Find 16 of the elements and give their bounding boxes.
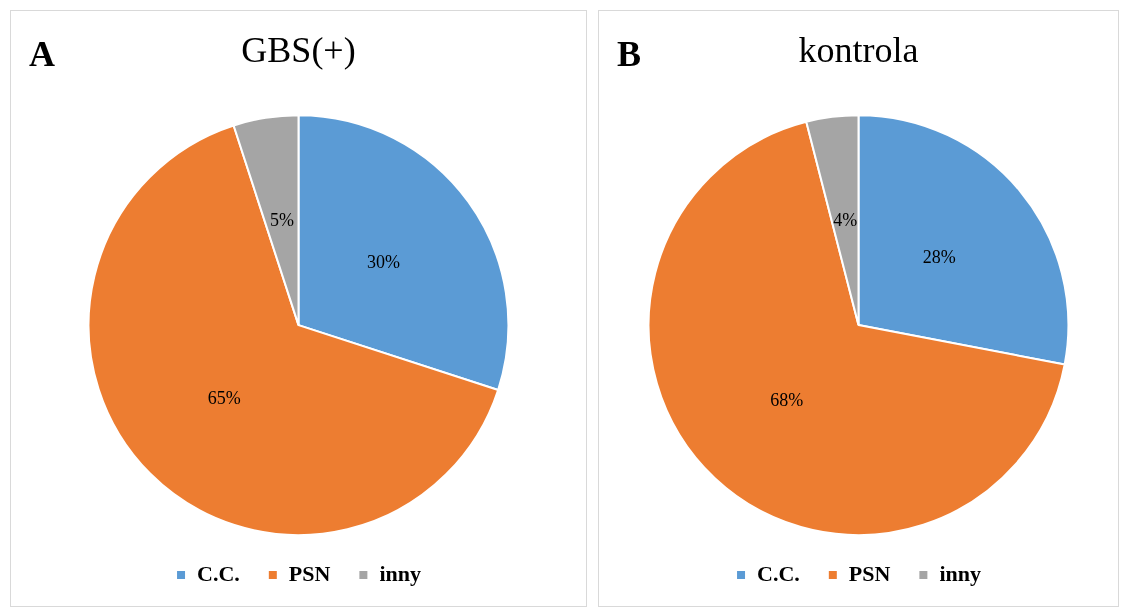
data-label: 30% <box>366 252 400 273</box>
legend-label: C.C. <box>757 560 800 586</box>
data-label: 68% <box>770 390 804 411</box>
text: A <box>29 34 55 74</box>
chart-title: GBS(+) <box>241 30 356 71</box>
data-label: 4% <box>833 209 858 230</box>
data-label: 65% <box>207 388 241 409</box>
legend-label: inny <box>379 560 421 586</box>
chart-title: kontrola <box>798 30 919 71</box>
legend-label: C.C. <box>197 560 240 586</box>
legend-label: PSN <box>848 560 891 586</box>
legend-label: inny <box>939 560 981 586</box>
legend-label: PSN <box>288 560 331 586</box>
text: B <box>617 34 642 74</box>
data-label: 5% <box>270 210 295 231</box>
data-label: 28% <box>922 246 956 267</box>
